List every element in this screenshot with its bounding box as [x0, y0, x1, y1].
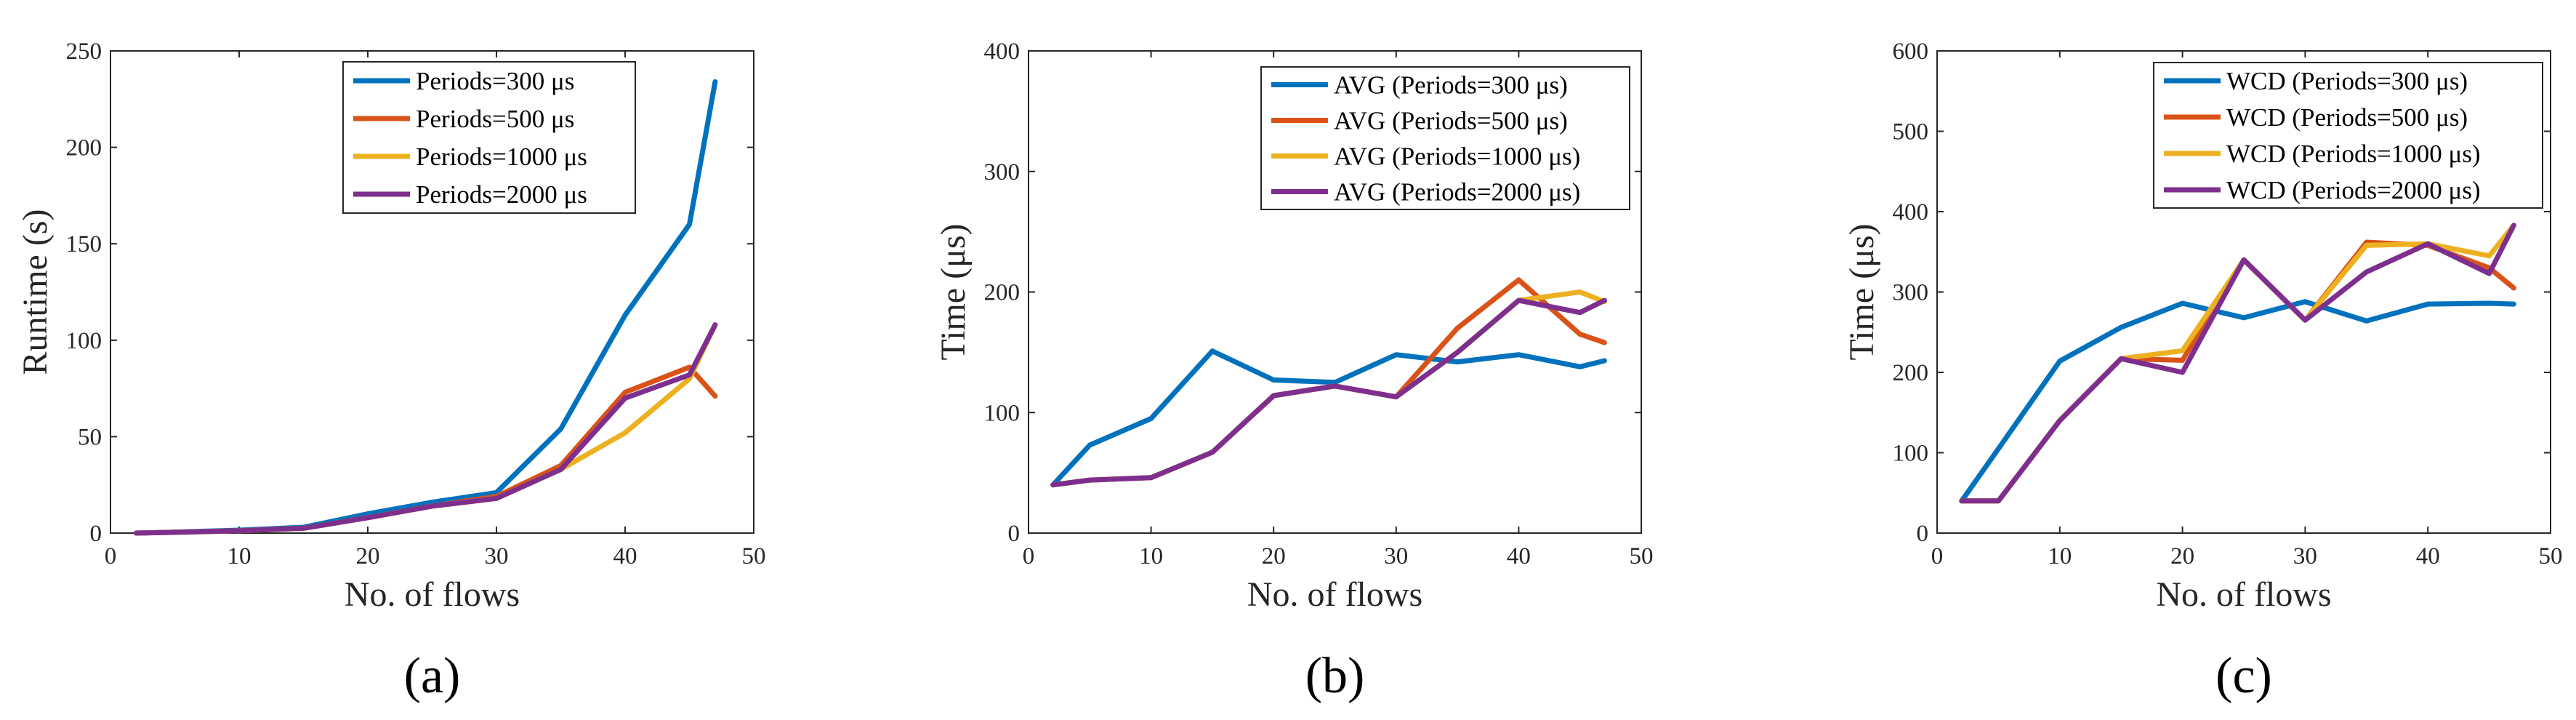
legend-entry: Periods=2000 μs: [416, 180, 587, 209]
y-tick-label: 200: [66, 135, 102, 161]
panel-label: (c): [2215, 648, 2272, 704]
legend-entry: Periods=500 μs: [416, 105, 574, 133]
x-tick-label: 40: [2416, 543, 2440, 569]
legend-entry: AVG (Periods=500 μs): [1334, 107, 1568, 135]
legend-box: [1260, 66, 1630, 210]
series-line-4: [1050, 297, 1607, 488]
x-tick-label: 20: [356, 543, 380, 569]
legend-entry: WCD (Periods=300 μs): [2226, 67, 2468, 95]
y-axis-label: Time (μs): [1843, 224, 1881, 361]
x-tick-label: 20: [1262, 543, 1286, 569]
legend-entry: AVG (Periods=2000 μs): [1334, 178, 1580, 207]
y-axis-label: Runtime (s): [16, 209, 55, 375]
y-tick-label: 100: [984, 400, 1021, 426]
x-axis-label: No. of flows: [1247, 575, 1422, 614]
y-tick-label: 0: [1008, 521, 1021, 547]
x-tick-label: 30: [2293, 543, 2317, 569]
x-tick-label: 0: [105, 543, 117, 569]
y-tick-label: 300: [984, 159, 1021, 185]
legend-entry: AVG (Periods=300 μs): [1334, 71, 1568, 100]
x-tick-label: 20: [2170, 543, 2194, 569]
series-line-4: [133, 322, 718, 536]
x-tick-label: 10: [1139, 543, 1163, 569]
legend-entry: Periods=1000 μs: [416, 143, 587, 171]
x-axis-label: No. of flows: [2156, 575, 2331, 614]
legend-entry: WCD (Periods=2000 μs): [2226, 176, 2481, 204]
legend-box: [342, 61, 636, 214]
x-tick-label: 50: [742, 543, 766, 569]
y-tick-label: 100: [66, 328, 102, 354]
x-tick-label: 10: [2048, 543, 2072, 569]
series-line-1: [1959, 299, 2516, 504]
legend: AVG (Periods=300 μs) AVG (Periods=500 μs)…: [1260, 66, 1630, 210]
y-tick-label: 400: [1893, 199, 1929, 225]
y-tick-label: 0: [1917, 521, 1929, 547]
x-tick-label: 0: [1931, 543, 1944, 569]
panel-label: (a): [404, 648, 461, 704]
x-tick-label: 10: [228, 543, 251, 569]
x-tick-label: 40: [1507, 543, 1531, 569]
y-tick-label: 400: [984, 39, 1021, 65]
legend: WCD (Periods=300 μs) WCD (Periods=500 μs)…: [2153, 62, 2543, 209]
x-tick-label: 30: [1384, 543, 1408, 569]
y-tick-label: 500: [1893, 119, 1929, 145]
y-tick-label: 50: [78, 424, 102, 450]
legend-entry: AVG (Periods=1000 μs): [1334, 143, 1580, 171]
series-line-4: [1959, 223, 2516, 504]
y-tick-label: 150: [66, 231, 102, 257]
chart-panel-1: 0 10 20 30 40 50 0 50 100 150 200 250 No. of flows Ru…: [16, 39, 766, 704]
x-tick-label: 40: [613, 543, 637, 569]
y-tick-label: 100: [1893, 441, 1929, 467]
x-tick-label: 30: [485, 543, 509, 569]
legend-entry: WCD (Periods=500 μs): [2226, 103, 2468, 132]
legend-box: [2153, 62, 2543, 209]
legend-entry: WCD (Periods=1000 μs): [2226, 140, 2481, 168]
x-axis-label: No. of flows: [345, 575, 520, 614]
y-tick-label: 200: [984, 280, 1021, 306]
y-tick-label: 600: [1893, 39, 1929, 65]
x-tick-label: 50: [2539, 543, 2563, 569]
y-tick-label: 0: [90, 521, 102, 547]
x-tick-label: 0: [1023, 543, 1035, 569]
y-tick-label: 250: [66, 39, 102, 65]
chart-panel-2: 0 10 20 30 40 50 0 100 200 300 400 No. of flows Time…: [934, 39, 1654, 704]
legend: Periods=300 μs Periods=500 μs Periods=1000…: [342, 61, 636, 214]
y-tick-label: 300: [1893, 280, 1929, 306]
series-line-1: [1050, 348, 1607, 488]
panel-label: (b): [1305, 648, 1365, 704]
y-axis-label: Time (μs): [934, 224, 973, 361]
x-tick-label: 50: [1630, 543, 1654, 569]
y-tick-label: 200: [1893, 360, 1929, 386]
legend-entry: Periods=300 μs: [416, 67, 574, 95]
